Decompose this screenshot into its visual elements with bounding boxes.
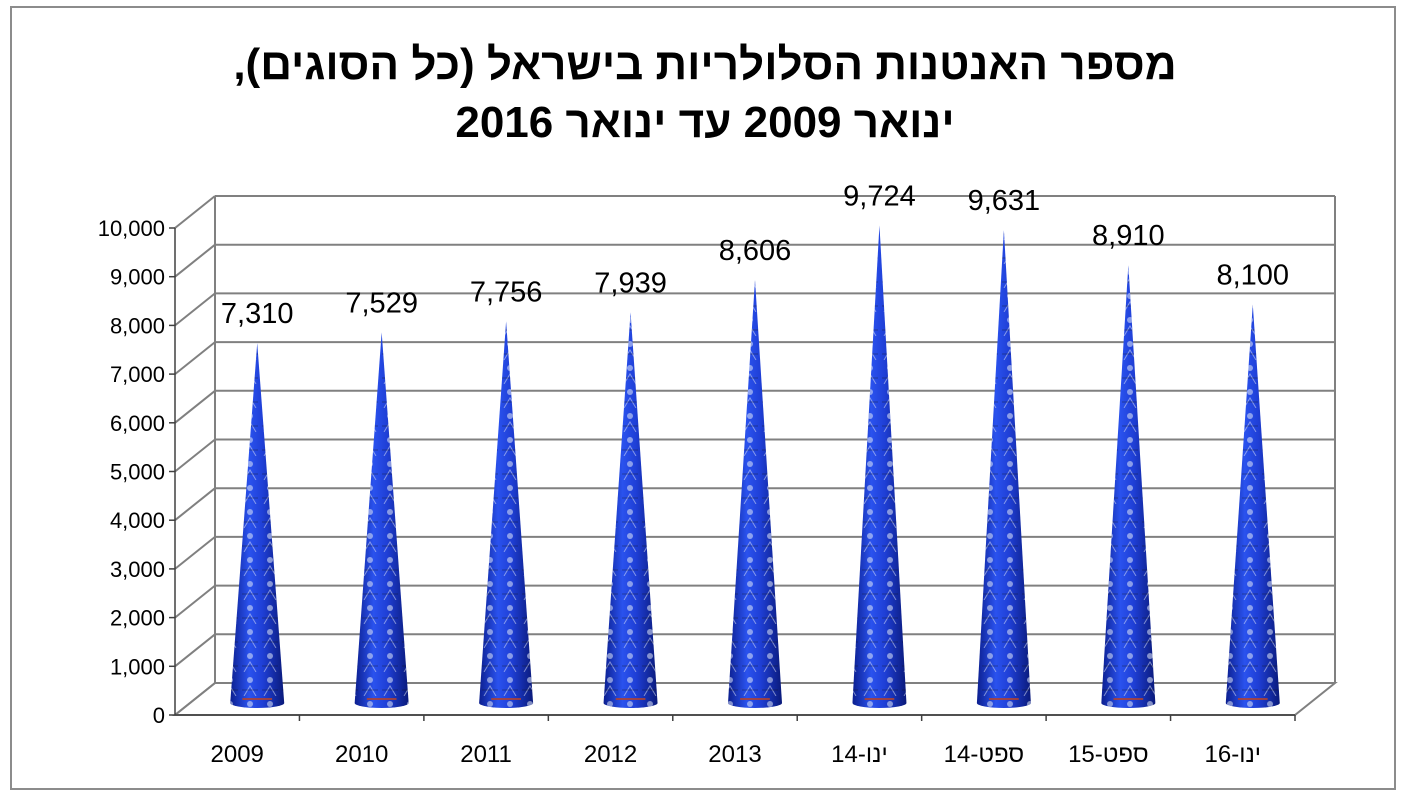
data-label: 7,310 (221, 298, 294, 330)
cone-2010 (354, 332, 409, 708)
y-tick-label: 0 (153, 703, 165, 728)
y-tick-label: 3,000 (110, 557, 165, 582)
cone-ינו-14 (852, 225, 907, 708)
gridline-side (174, 195, 216, 229)
y-tick-label: 2,000 (110, 606, 165, 631)
x-tick-label: ספט-14 (944, 741, 1025, 768)
x-tick-label: 2010 (335, 741, 388, 768)
cone-texture (479, 321, 534, 708)
cone-2013 (728, 279, 782, 708)
cone-texture (728, 279, 782, 708)
gridline-side (174, 390, 216, 424)
cone-2011 (479, 321, 534, 708)
cone-texture (603, 312, 658, 708)
cone-texture (230, 343, 285, 708)
cone-texture (1225, 304, 1280, 708)
cone-texture (354, 332, 409, 708)
y-tick-label: 8,000 (110, 313, 165, 338)
x-tick-label: ינו-16 (1205, 741, 1262, 768)
data-label: 9,724 (843, 180, 916, 212)
y-tick-label: 6,000 (110, 411, 165, 436)
gridline-side (174, 292, 216, 327)
y-tick-label: 1,000 (110, 654, 165, 679)
data-label: 7,939 (594, 267, 667, 299)
x-tick-label: 2013 (708, 741, 761, 768)
cone-ספט-14 (976, 229, 1031, 708)
cone-2009 (230, 343, 285, 708)
x-tick-labels: 2009 2010 2011 2012 2013 ינו-14 ספט-14 ספט-15 ינ… (211, 741, 1262, 768)
x-tick-label: ינו-14 (831, 741, 888, 768)
cone-texture (1101, 265, 1156, 708)
chart-title-line-1: מספר האנטנות הסלולריות בישראל (כל הסוגים… (233, 40, 1177, 89)
gridline-side (174, 584, 216, 619)
cone-texture (852, 225, 907, 708)
gridline-side (174, 536, 216, 570)
data-label: 8,100 (1216, 260, 1289, 292)
x-tick-label: 2012 (584, 741, 637, 768)
data-labels: 7,310 7,529 7,756 7,939 8,606 9,724 9,631 8,910… (221, 180, 1289, 330)
gridline-side (174, 341, 216, 375)
data-label: 7,756 (470, 276, 543, 308)
data-label: 8,606 (719, 235, 792, 267)
gridline-side (174, 243, 216, 278)
gridline-side (174, 633, 216, 668)
cone-texture (976, 229, 1031, 708)
axes (169, 227, 1296, 721)
cone-ספט-15 (1101, 265, 1156, 708)
cone-ינו-16 (1225, 304, 1280, 708)
data-label: 7,529 (345, 287, 418, 319)
y-tick-label: 7,000 (110, 362, 165, 387)
y-tick-label: 10,000 (98, 216, 165, 241)
x-tick-label: ספט-15 (1068, 741, 1149, 768)
x-tick-label: 2011 (460, 741, 512, 768)
cone-2012 (603, 312, 658, 708)
x-tick-label: 2009 (211, 741, 264, 768)
gridline-side (174, 438, 216, 473)
gridline-side (174, 487, 216, 521)
data-label: 9,631 (968, 185, 1041, 217)
y-tick-label: 9,000 (110, 265, 165, 290)
y-tick-labels: 0 1,000 2,000 3,000 4,000 5,000 6,000 7,000 8,00… (98, 216, 165, 728)
cones (230, 225, 1280, 708)
chart-title-line-2: ינואר 2009 עד ינואר 2016 (455, 98, 955, 147)
chart-title: מספר האנטנות הסלולריות בישראל (כל הסוגים… (0, 36, 1410, 152)
y-tick-label: 4,000 (110, 508, 165, 533)
data-label: 8,910 (1092, 220, 1165, 252)
y-tick-label: 5,000 (110, 460, 165, 485)
